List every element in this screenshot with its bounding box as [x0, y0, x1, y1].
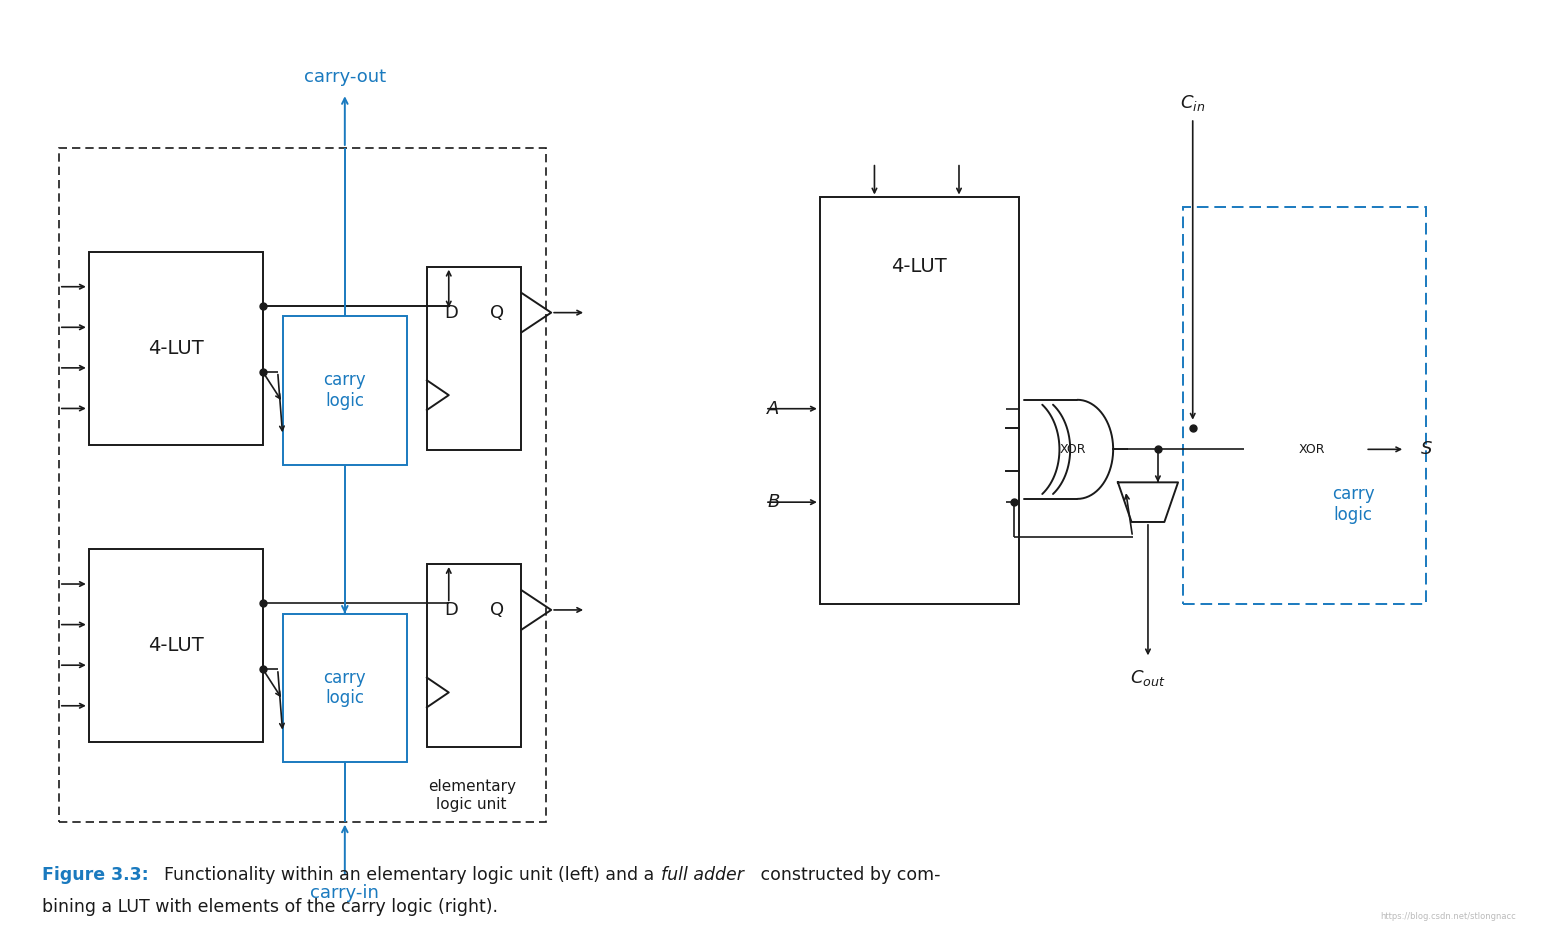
- Text: carry
logic: carry logic: [323, 669, 366, 708]
- Bar: [88, 252, 263, 445]
- Bar: [59, 148, 546, 822]
- Text: $C_{out}$: $C_{out}$: [1130, 668, 1166, 688]
- Bar: [283, 316, 407, 465]
- Text: constructed by com-: constructed by com-: [754, 867, 940, 884]
- Text: bining a LUT with elements of the carry logic (right).: bining a LUT with elements of the carry …: [42, 898, 498, 916]
- Text: 4-LUT: 4-LUT: [148, 339, 204, 358]
- Text: XOR: XOR: [1059, 443, 1087, 456]
- Text: 4-LUT: 4-LUT: [892, 257, 948, 276]
- Text: Q: Q: [490, 303, 504, 322]
- Text: XOR: XOR: [1299, 443, 1325, 456]
- Text: Functionality within an elementary logic unit (left) and a: Functionality within an elementary logic…: [153, 867, 660, 884]
- Text: $B$: $B$: [767, 493, 781, 512]
- Bar: [427, 565, 521, 748]
- Text: $A$: $A$: [765, 400, 781, 418]
- Text: carry
logic: carry logic: [323, 371, 366, 410]
- Bar: [283, 614, 407, 763]
- Text: carry
logic: carry logic: [1333, 485, 1374, 524]
- Text: full adder: full adder: [660, 867, 744, 884]
- Text: elementary
logic unit: elementary logic unit: [428, 779, 516, 812]
- Text: Q: Q: [490, 601, 504, 619]
- Text: https://blog.csdn.net/stlongnacc: https://blog.csdn.net/stlongnacc: [1381, 912, 1517, 921]
- Text: Figure 3.3:: Figure 3.3:: [42, 867, 148, 884]
- Text: carry-out: carry-out: [303, 68, 386, 86]
- Bar: [819, 197, 1019, 604]
- Bar: [1183, 207, 1427, 604]
- Text: $C_{in}$: $C_{in}$: [1180, 93, 1206, 113]
- Text: carry-in: carry-in: [311, 884, 379, 902]
- Bar: [88, 550, 263, 742]
- Text: 4-LUT: 4-LUT: [148, 636, 204, 656]
- Text: $S$: $S$: [1419, 440, 1433, 458]
- Text: D: D: [444, 303, 458, 322]
- Text: D: D: [444, 601, 458, 619]
- Bar: [427, 267, 521, 450]
